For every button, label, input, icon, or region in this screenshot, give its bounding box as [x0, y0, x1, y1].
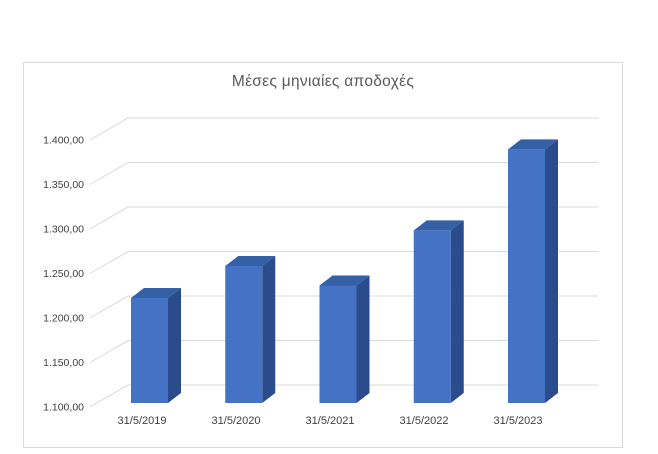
bar-front-face[interactable] — [319, 285, 357, 403]
bar-top-face[interactable] — [508, 139, 558, 150]
bar-column[interactable] — [225, 255, 276, 403]
bar-front-face[interactable] — [508, 149, 545, 403]
bar-front-face[interactable] — [413, 230, 451, 403]
y-axis-tick-label: 1.150,00 — [43, 357, 84, 369]
y-axis-tick-label: 1.350,00 — [43, 179, 84, 191]
bar-column[interactable] — [131, 287, 181, 403]
y-axis-tick-label: 1.100,00 — [43, 402, 84, 414]
x-axis-category-label: 31/5/2023 — [494, 415, 543, 427]
bar-side-face[interactable] — [545, 139, 558, 403]
x-axis-category-label: 31/5/2020 — [212, 415, 261, 427]
y-axis-tick-label: 1.200,00 — [43, 313, 84, 325]
bar-top-face[interactable] — [225, 255, 276, 266]
bar-column[interactable] — [319, 275, 370, 403]
bar-side-face[interactable] — [450, 220, 464, 403]
y-axis-tick-label: 1.250,00 — [43, 268, 84, 280]
gridline — [89, 117, 598, 141]
bar-front-face[interactable] — [131, 297, 168, 403]
bar-top-face[interactable] — [131, 287, 181, 298]
bar-top-face[interactable] — [319, 275, 370, 286]
gridline — [89, 162, 598, 185]
y-axis-tick-label: 1.400,00 — [43, 135, 84, 147]
bar-top-face[interactable] — [413, 220, 464, 231]
bar-column[interactable] — [508, 139, 558, 403]
chart-title: Μέσες μηνιαίες αποδοχές — [231, 73, 415, 90]
bar-side-face[interactable] — [168, 287, 181, 403]
x-axis-category-label: 31/5/2022 — [400, 415, 449, 427]
bar-column[interactable] — [413, 220, 464, 403]
y-axis-tick-label: 1.300,00 — [43, 224, 84, 236]
x-axis-category-label: 31/5/2019 — [118, 415, 167, 427]
bar-front-face[interactable] — [225, 265, 263, 403]
bar-side-face[interactable] — [262, 255, 276, 403]
bar-side-face[interactable] — [356, 275, 370, 403]
x-axis-category-label: 31/5/2021 — [306, 415, 355, 427]
gridline — [89, 206, 598, 230]
